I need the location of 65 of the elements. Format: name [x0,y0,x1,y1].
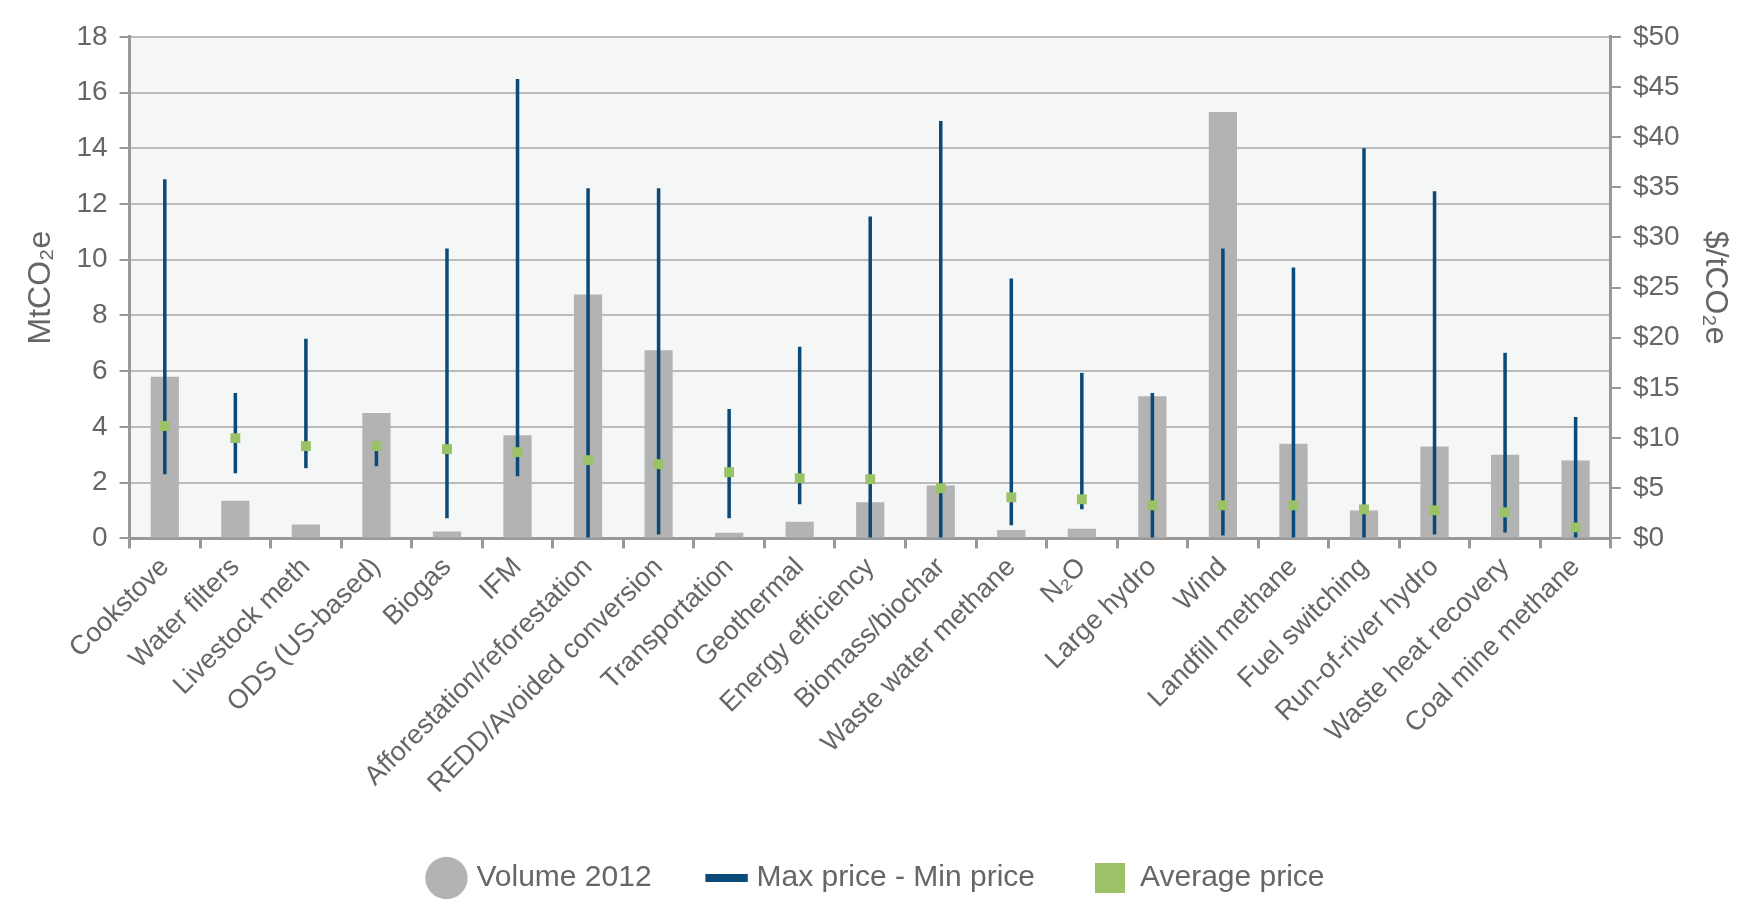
bar [221,500,250,538]
y-tick-label: 0 [91,521,108,553]
point [1076,494,1087,505]
y-tick-label: 16 [76,75,108,107]
y-tick-label: 14 [76,130,108,162]
point [1570,522,1581,533]
bar [586,188,590,538]
y-tick-label: 12 [76,186,108,218]
y2-tick-label: $10 [1632,420,1680,452]
point [583,455,593,466]
point [1147,500,1158,511]
point [794,473,805,484]
y2-tick-label: $50 [1632,19,1680,51]
y2-axis-title: $/tCO₂e [1698,230,1735,345]
point [159,421,170,431]
y-tick-label: 8 [91,298,108,330]
y-axis-title: MtCO₂e [21,230,58,345]
bar [1503,352,1507,533]
point [1359,504,1369,515]
point [371,441,382,452]
point [1500,507,1511,518]
point [865,474,876,485]
bar [997,530,1026,538]
bar [1080,372,1084,510]
point [230,433,241,444]
bar [785,521,814,538]
y-tick-label: 18 [76,19,108,51]
bar [727,408,731,519]
y-tick-label: 6 [91,353,108,385]
point [512,447,523,458]
y2-tick-label: $15 [1632,370,1680,402]
bar [1362,148,1366,538]
legend-label: Max price - Min price [756,859,1035,893]
legend-label: Volume 2012 [476,859,652,893]
y2-tick-label: $30 [1632,220,1680,252]
point [442,444,452,455]
x-tick-label: N₂O [1034,551,1092,609]
point [300,441,311,452]
y2-tick-label: $5 [1632,470,1665,502]
point [1006,492,1017,503]
bar [445,248,449,519]
y2-tick-label: $25 [1632,270,1680,302]
bar [1067,528,1096,538]
y2-tick-label: $0 [1632,521,1665,553]
bar [432,531,462,538]
bar [1221,248,1225,536]
y-tick-label: 4 [91,409,108,441]
bar [868,216,872,538]
bar [938,121,943,538]
point [724,467,735,478]
y-tick-label: 10 [76,242,108,274]
point [1288,500,1299,511]
y2-tick-label: $40 [1632,119,1680,151]
point [1429,505,1440,516]
point [935,483,946,494]
bar [291,524,320,538]
y-tick-label: 2 [91,465,108,497]
y2-tick-label: $45 [1632,69,1680,101]
point [653,459,664,470]
legend-label: Average price [1139,859,1325,893]
y2-tick-label: $20 [1632,320,1680,352]
bar [304,338,308,469]
point [1217,500,1228,511]
y2-tick-label: $35 [1632,170,1680,201]
bar [163,179,167,475]
